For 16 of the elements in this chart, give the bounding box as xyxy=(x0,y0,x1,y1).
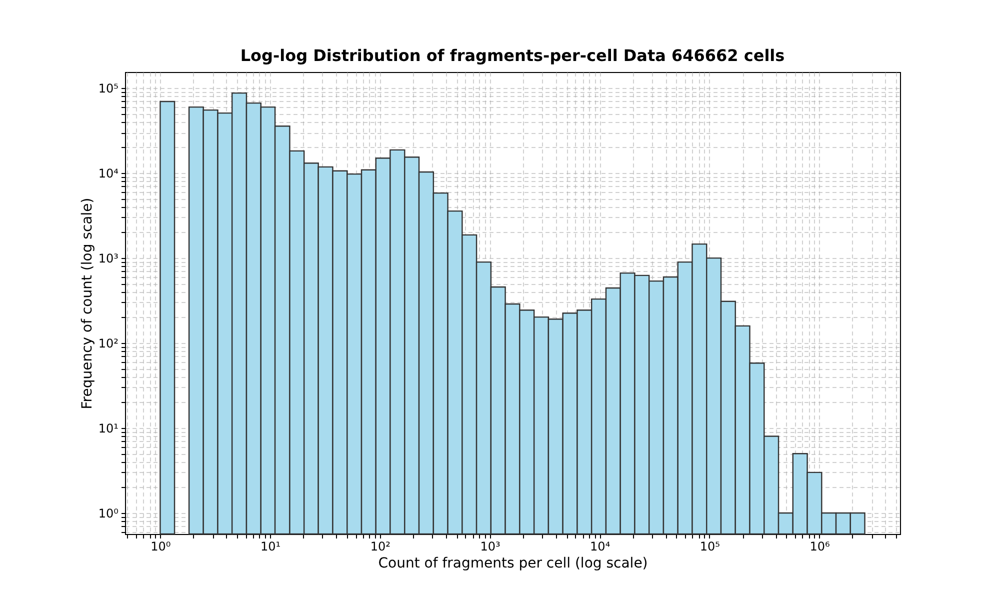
x-tick-label: 10⁴ xyxy=(590,540,610,554)
y-tick-label: 10⁰ xyxy=(98,506,119,520)
x-tick-label: 10⁵ xyxy=(700,540,720,554)
x-tick-label: 10¹ xyxy=(260,540,281,554)
x-tick-label: 10² xyxy=(370,540,391,554)
y-tick-label: 10² xyxy=(98,336,119,351)
y-axis-title: Frequency of count (log scale) xyxy=(79,198,96,410)
x-axis-title: Count of fragments per cell (log scale) xyxy=(378,556,648,572)
y-tick-label: 10⁴ xyxy=(98,166,119,181)
y-tick-label: 10¹ xyxy=(98,422,119,436)
chart-title: Log-log Distribution of fragments-per-cell Data 646662 cells xyxy=(240,46,785,65)
y-tick-label: 10⁵ xyxy=(98,82,119,96)
x-tick-label: 10³ xyxy=(480,540,500,554)
x-tick-label: 10⁶ xyxy=(810,540,830,554)
x-tick-label: 10⁰ xyxy=(150,540,171,554)
y-tick-label: 10³ xyxy=(98,252,119,266)
